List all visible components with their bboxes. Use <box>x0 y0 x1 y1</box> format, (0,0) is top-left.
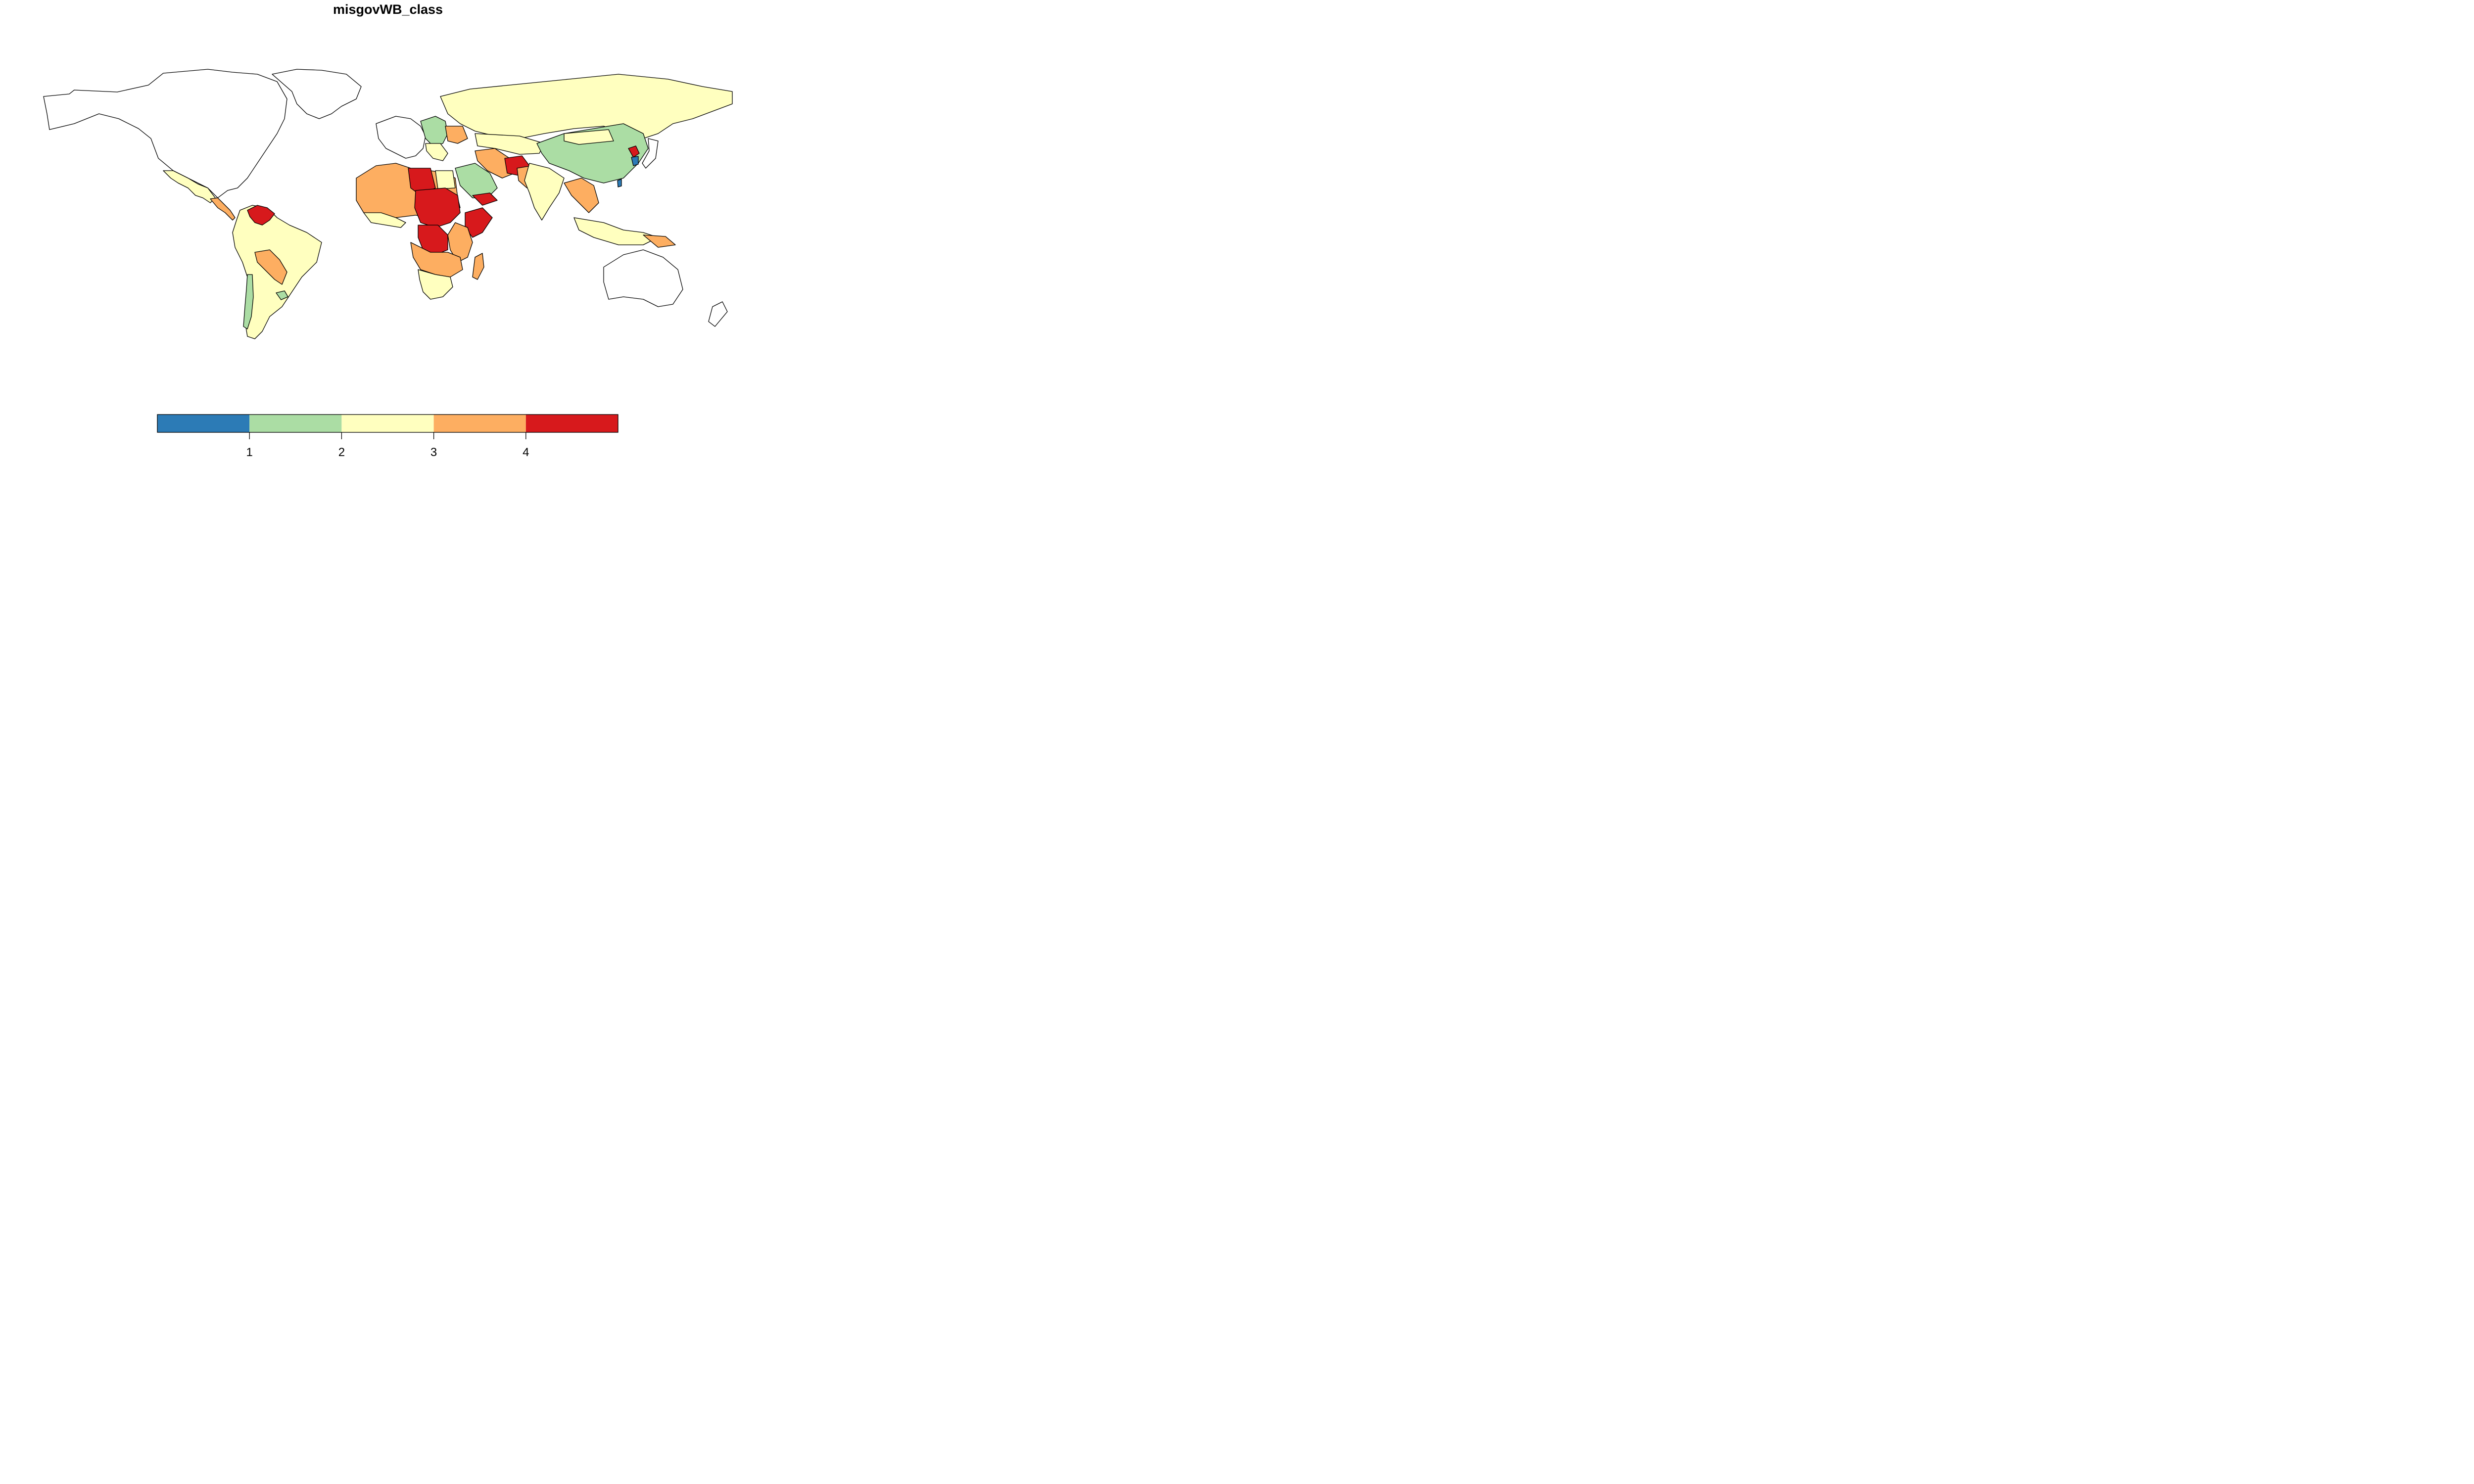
region-central-america <box>210 197 236 221</box>
region-bolivia-paraguay <box>254 249 287 285</box>
region-arabia <box>455 163 498 198</box>
legend-tick-label-2: 2 <box>338 446 345 459</box>
region-japan <box>642 138 659 169</box>
legend-swatch-2 <box>249 415 342 432</box>
region-sudan-chad <box>414 187 461 228</box>
region-west-africa <box>363 212 406 228</box>
region-ukraine <box>445 126 468 144</box>
region-iran <box>475 148 515 179</box>
region-southern-africa <box>418 269 453 300</box>
region-south-korea <box>631 156 639 166</box>
region-egypt <box>435 170 456 189</box>
region-western-europe <box>376 116 426 159</box>
region-uruguay <box>276 290 288 300</box>
region-taiwan <box>617 179 622 187</box>
region-north-korea <box>628 145 640 158</box>
region-southern-central-africa <box>410 242 463 278</box>
region-mexico <box>163 170 216 203</box>
region-madagascar <box>472 253 484 280</box>
region-yemen <box>472 192 498 206</box>
region-new-zealand <box>708 301 728 327</box>
region-eastern-europe <box>420 116 448 146</box>
region-balkans <box>425 143 448 161</box>
legend-tick-label-1: 1 <box>246 446 253 459</box>
region-mongolia <box>564 129 614 145</box>
map-title: misgovWB_class <box>333 2 443 17</box>
land-layer <box>43 69 733 339</box>
legend-border <box>157 414 618 433</box>
legend-tick-label-4: 4 <box>523 446 529 459</box>
legend-swatch-4 <box>433 415 526 432</box>
region-east-africa <box>447 222 473 263</box>
region-malaysia-indonesia <box>573 217 659 245</box>
legend-swatch-3 <box>341 415 434 432</box>
region-russia <box>440 74 733 139</box>
legend-swatch-5 <box>525 415 618 432</box>
region-north-america <box>43 69 287 198</box>
world-map: 1 2 3 4 <box>43 69 733 459</box>
region-india <box>524 163 565 221</box>
legend-swatch-1 <box>157 415 250 432</box>
region-venezuela <box>247 205 275 226</box>
legend-tick-label-3: 3 <box>430 446 437 459</box>
region-australia <box>603 249 683 307</box>
region-central-asia <box>475 133 545 155</box>
region-greenland <box>272 69 362 119</box>
region-papua <box>643 234 676 248</box>
legend-bar: 1 2 3 4 <box>157 414 618 459</box>
region-indochina <box>564 178 599 213</box>
region-chile <box>243 274 254 329</box>
